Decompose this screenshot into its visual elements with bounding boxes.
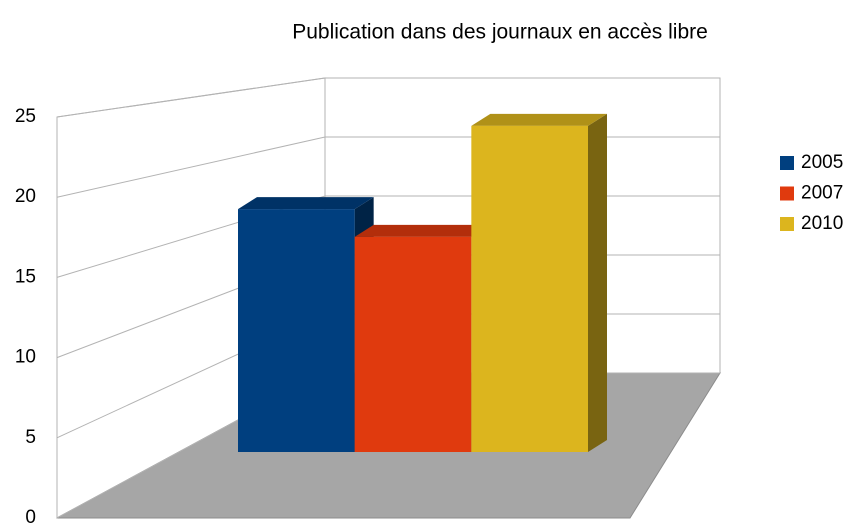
bar-top xyxy=(238,197,374,210)
y-tick-label: 20 xyxy=(15,186,36,207)
y-tick-label: 10 xyxy=(15,347,36,368)
bar-top xyxy=(354,224,491,237)
y-tick-label: 5 xyxy=(25,427,36,448)
legend-label: 2007 xyxy=(801,183,843,204)
legend-swatch xyxy=(780,217,794,231)
bar-top xyxy=(471,113,607,126)
legend-swatch xyxy=(780,186,794,201)
chart-title: Publication dans des journaux en accès l… xyxy=(292,21,708,44)
bar xyxy=(354,236,472,452)
bar xyxy=(238,209,355,452)
y-tick-label: 0 xyxy=(25,507,36,527)
bar-side xyxy=(588,113,607,452)
legend-label: 2010 xyxy=(801,213,843,234)
bar xyxy=(471,125,588,452)
legend-label: 2005 xyxy=(801,152,843,173)
y-tick-label: 25 xyxy=(15,106,36,127)
grid-line xyxy=(56,77,720,118)
y-tick-label: 15 xyxy=(15,266,36,287)
legend-swatch xyxy=(780,156,794,170)
